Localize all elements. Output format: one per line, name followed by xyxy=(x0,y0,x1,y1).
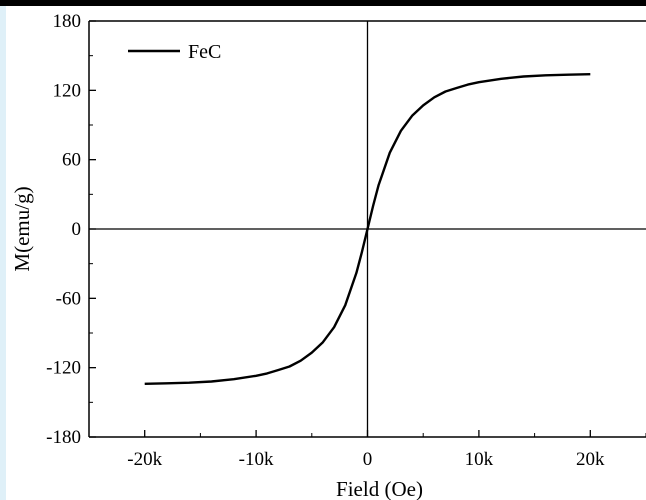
y-tick-label: 0 xyxy=(72,219,82,240)
series-line-fec xyxy=(144,73,591,385)
top-border xyxy=(0,0,646,6)
y-tick-label: 180 xyxy=(53,11,82,32)
legend-label-fec: FeC xyxy=(188,41,221,63)
series xyxy=(144,73,591,385)
y-tick-label: -180 xyxy=(46,427,81,448)
y-tick-label: 60 xyxy=(62,150,81,171)
x-tick-label: -10k xyxy=(239,449,274,470)
y-tick-label: 120 xyxy=(53,80,82,101)
x-tick-label: -20k xyxy=(127,449,162,470)
legend: FeC xyxy=(128,41,221,63)
y-tick-label: -60 xyxy=(56,288,81,309)
y-tick-label: -120 xyxy=(46,358,81,379)
ticks: -180 -120 -60 0 60 120 180 -20k -10k 0 10k 20k xyxy=(46,11,646,470)
y-axis-title: M(emu/g) xyxy=(10,186,34,271)
x-tick-label: 10k xyxy=(465,449,494,470)
x-axis-title: Field (Oe) xyxy=(336,477,423,500)
plot-panel xyxy=(6,6,646,500)
x-tick-label: 20k xyxy=(576,449,605,470)
x-tick-label: 0 xyxy=(363,449,373,470)
